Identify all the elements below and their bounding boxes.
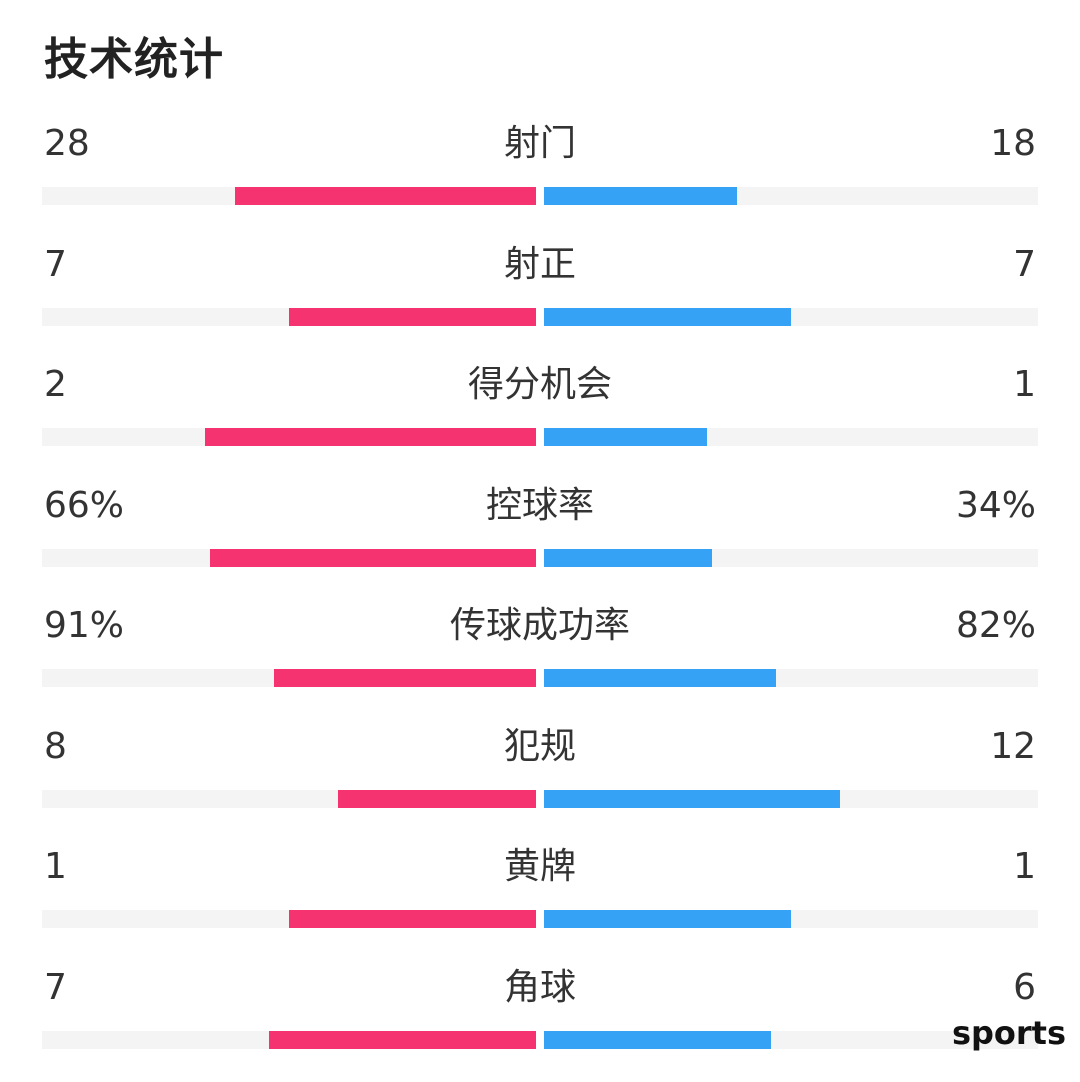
home-bar <box>210 548 536 567</box>
stat-row: 8 犯规 12 <box>0 721 1080 841</box>
away-value: 1 <box>1013 364 1036 405</box>
home-value: 28 <box>44 123 90 164</box>
away-value: 34% <box>955 484 1036 526</box>
home-bar <box>269 1030 536 1049</box>
home-value: 7 <box>44 966 67 1008</box>
home-bar <box>205 428 536 446</box>
stat-label: 黄牌 <box>503 846 576 887</box>
away-bar <box>544 669 776 687</box>
stat-label: 射门 <box>503 123 576 164</box>
home-value: 8 <box>44 725 67 767</box>
home-bar <box>274 669 536 687</box>
home-value: 2 <box>44 364 67 405</box>
stat-label: 角球 <box>503 966 576 1008</box>
stat-label: 得分机会 <box>467 364 612 405</box>
page-title: 技术统计 <box>44 34 224 85</box>
home-value: 7 <box>44 243 67 285</box>
home-value: 91% <box>44 605 125 646</box>
stat-row: 1 黄牌 1 <box>0 841 1080 961</box>
stat-row: 66% 控球率 34% <box>0 480 1080 600</box>
away-value: 82% <box>955 605 1036 646</box>
away-value: 18 <box>990 123 1036 164</box>
away-bar <box>544 548 712 567</box>
stat-row: 7 角球 6 <box>0 962 1080 1082</box>
home-value: 1 <box>44 846 67 887</box>
stat-label: 传球成功率 <box>449 605 630 646</box>
stat-label: 控球率 <box>485 484 594 526</box>
stat-label: 犯规 <box>503 725 576 767</box>
stat-row: 28 射门 18 <box>0 118 1080 238</box>
away-value: 6 <box>1013 966 1036 1008</box>
home-bar <box>289 910 536 928</box>
stat-label: 射正 <box>503 243 576 285</box>
stat-row: 91% 传球成功率 82% <box>0 600 1080 720</box>
away-value: 1 <box>1013 846 1036 887</box>
away-value: 12 <box>990 725 1036 767</box>
stat-row: 2 得分机会 1 <box>0 359 1080 479</box>
away-bar <box>544 187 737 205</box>
away-bar <box>544 428 707 446</box>
home-value: 66% <box>44 484 125 526</box>
home-bar <box>235 187 536 205</box>
away-bar <box>544 307 791 326</box>
home-bar <box>289 307 536 326</box>
stat-row: 7 射正 7 <box>0 239 1080 359</box>
away-bar <box>544 910 791 928</box>
away-bar <box>544 789 840 808</box>
away-bar <box>544 1030 771 1049</box>
away-value: 7 <box>1013 243 1036 285</box>
watermark: sports <box>951 1014 1066 1052</box>
home-bar <box>338 789 536 808</box>
